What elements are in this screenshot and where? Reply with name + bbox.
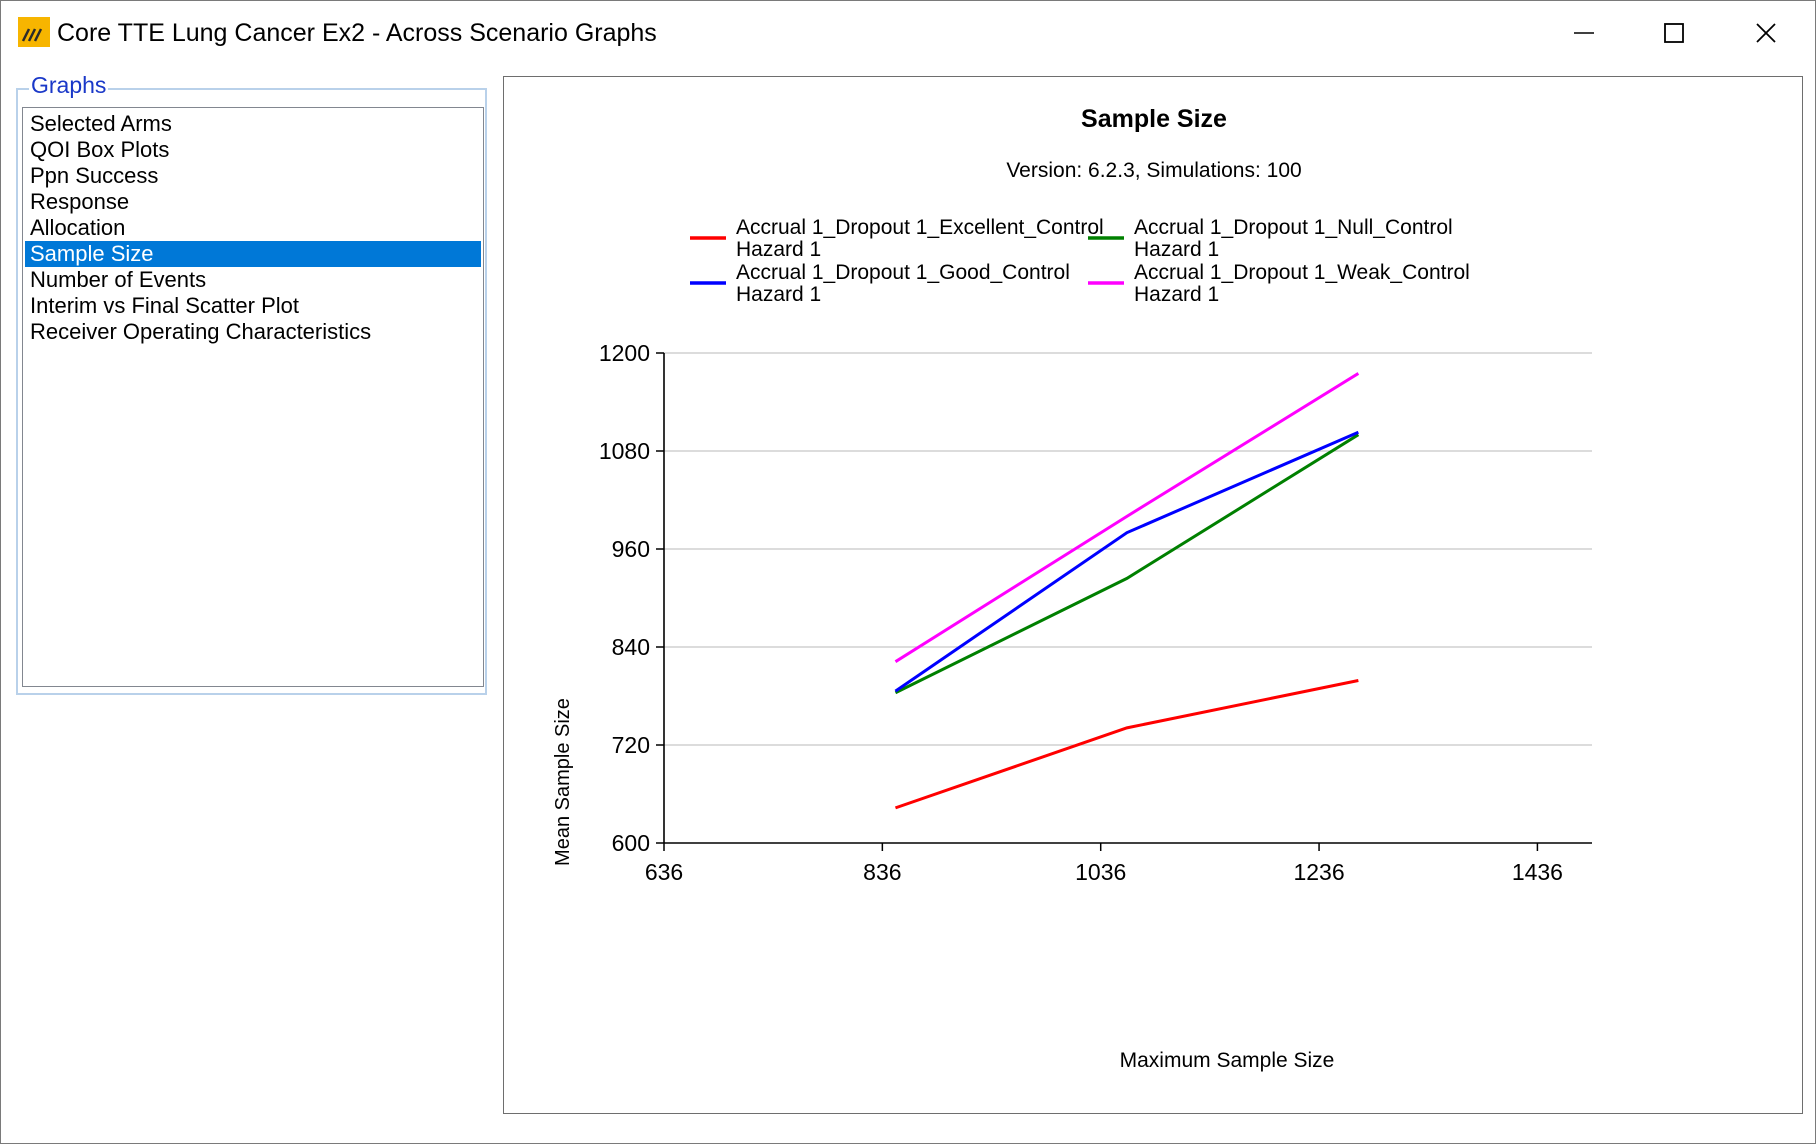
y-tick-label: 1080 <box>599 438 650 464</box>
graphs-listbox[interactable]: Selected Arms QOI Box Plots Ppn Success Res… <box>22 107 484 687</box>
minimize-icon <box>1574 32 1594 34</box>
series-line <box>894 430 1359 693</box>
legend-label: Accrual 1_Dropout 1_Good_Control <box>736 261 1070 284</box>
series-line <box>894 372 1360 663</box>
app-logo-icon <box>18 17 50 47</box>
legend-label: Accrual 1_Dropout 1_Excellent_Control <box>736 216 1104 239</box>
y-tick-label: 600 <box>612 830 650 856</box>
graphs-list-item[interactable]: Allocation <box>30 215 126 240</box>
y-tick-label: 1200 <box>599 340 650 366</box>
x-tick-label: 836 <box>863 859 901 885</box>
y-tick-label: 960 <box>612 536 650 562</box>
title-bar[interactable]: Core TTE Lung Cancer Ex2 - Across Scenar… <box>1 1 1815 65</box>
chart-panel: 600 720 840 960 1080 1200 636 836 1036 1236 1436 A… <box>503 76 1803 1114</box>
close-icon <box>1756 23 1776 43</box>
legend-label-line2: Hazard 1 <box>736 238 821 261</box>
graphs-list-item[interactable]: Number of Events <box>30 267 207 292</box>
axes: 600 720 840 960 1080 1200 636 836 1036 1236 1436 <box>599 340 1592 885</box>
x-tick-label: 1236 <box>1293 859 1344 885</box>
chart-title: Sample Size <box>1081 105 1227 133</box>
graphs-groupbox <box>16 88 487 695</box>
x-tick-label: 636 <box>645 859 683 885</box>
x-tick-label: 1436 <box>1512 859 1563 885</box>
x-axis-label: Maximum Sample Size <box>1120 1049 1335 1072</box>
minimize-button[interactable] <box>1539 1 1629 65</box>
graphs-list-item[interactable]: QOI Box Plots <box>30 137 170 162</box>
graphs-list-item[interactable]: Sample Size <box>25 241 481 267</box>
window-title: Core TTE Lung Cancer Ex2 - Across Scenar… <box>57 19 657 47</box>
x-tick-label: 1036 <box>1075 859 1126 885</box>
y-tick-label: 840 <box>612 634 650 660</box>
graphs-list-item[interactable]: Receiver Operating Characteristics <box>30 319 372 344</box>
graphs-list: Selected Arms QOI Box Plots Ppn Success Res… <box>25 111 481 345</box>
legend-label-line2: Hazard 1 <box>1134 238 1219 261</box>
legend: Accrual 1_Dropout 1_Excellent_ControlHaz… <box>690 216 1470 306</box>
sample-size-chart: 600 720 840 960 1080 1200 636 836 1036 1236 1436 A… <box>552 105 1592 1072</box>
graphs-list-item[interactable]: Interim vs Final Scatter Plot <box>30 293 299 318</box>
maximize-button[interactable] <box>1629 1 1719 65</box>
legend-label: Accrual 1_Dropout 1_Null_Control <box>1134 216 1453 239</box>
y-tick-label: 720 <box>612 732 650 758</box>
maximize-icon <box>1664 23 1684 43</box>
graphs-list-item[interactable]: Response <box>30 189 130 214</box>
legend-label: Accrual 1_Dropout 1_Weak_Control <box>1134 261 1470 284</box>
close-button[interactable] <box>1721 1 1811 65</box>
graphs-group-label: Graphs <box>29 72 109 98</box>
chart-subtitle: Version: 6.2.3, Simulations: 100 <box>1006 159 1301 182</box>
legend-label-line2: Hazard 1 <box>736 283 821 306</box>
y-axis-label: Mean Sample Size <box>552 698 574 866</box>
series-line <box>894 679 1359 810</box>
graphs-list-item[interactable]: Ppn Success <box>30 163 159 188</box>
grid-lines <box>664 352 1592 746</box>
series-line <box>894 433 1360 695</box>
series-lines <box>894 372 1360 810</box>
graphs-list-item[interactable]: Selected Arms <box>30 111 172 136</box>
legend-label-line2: Hazard 1 <box>1134 283 1219 306</box>
